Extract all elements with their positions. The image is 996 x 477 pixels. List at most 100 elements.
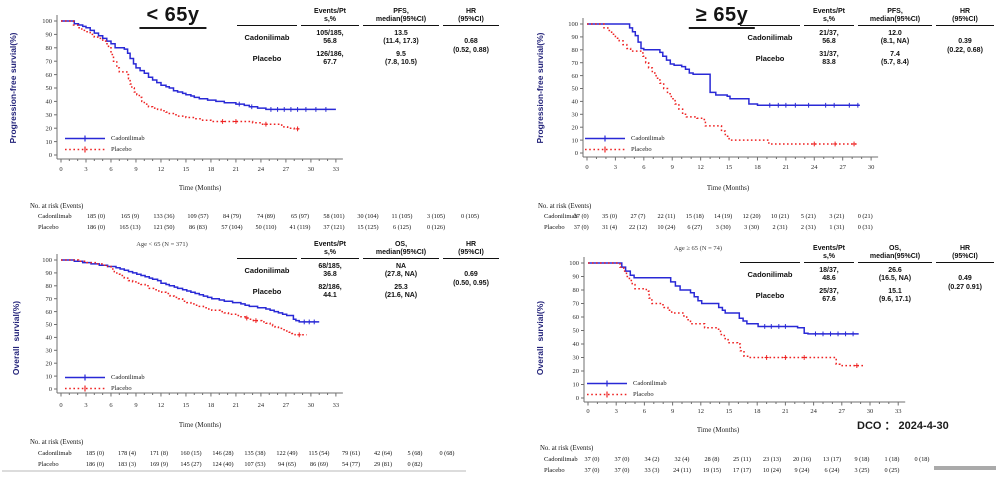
svg-text:24: 24 [810, 408, 817, 415]
panel-os-over65: 0 10 20 30 40 50 60 70 80 90 100 0 3 6 9 12 15 18 21 24 27 30… [500, 238, 996, 477]
risk-values-row: 185 (0) 165 (9) 133 (36) 109 (57) 84 (79) 74 … [0, 213, 500, 223]
risk-values-row: 37 (0) 35 (0) 27 (7) 22 (11) 15 (18) 14 (19) 1… [500, 213, 996, 223]
svg-text:6: 6 [643, 408, 647, 415]
risk-value: 5 (68) [407, 450, 423, 457]
risk-value: 165 (13) [119, 224, 141, 231]
risk-value: 12 (20) [742, 213, 761, 220]
svg-text:80: 80 [573, 287, 580, 294]
svg-text:20: 20 [46, 360, 53, 367]
risk-value: 37 (0) [614, 467, 630, 474]
risk-value: 2 (31) [800, 224, 816, 231]
risk-value: 145 (27) [180, 461, 202, 468]
svg-text:70: 70 [573, 301, 580, 308]
risk-values-row: 186 (0) 183 (3) 169 (9) 145 (27) 124 (40) 107… [0, 461, 500, 471]
age-group-title: < 65y [139, 4, 207, 29]
svg-text:50: 50 [46, 322, 53, 329]
y-axis-label: Progression-free survial(%) [535, 32, 545, 144]
hr-cell: 0.68 (0.52, 0.88) [453, 38, 489, 54]
risk-values-row: 37 (0) 37 (0) 34 (2) 32 (4) 28 (8) 25 (11) 23 … [500, 456, 996, 466]
risk-value: 19 (15) [702, 467, 722, 474]
risk-value: 5 (21) [800, 213, 816, 220]
events-header: Events/Pt s,% [804, 8, 854, 27]
legend-item-cadonilimab: Cadonilimab [586, 378, 667, 389]
median-header: PFS, median(95%CI) [858, 8, 932, 27]
legend: Cadonilimab Placebo [64, 372, 145, 394]
legend-label-placebo: Placebo [631, 146, 652, 153]
risk-value: 0 (105) [460, 213, 480, 220]
svg-text:50: 50 [573, 328, 580, 335]
panel-os-under65: 0 10 20 30 40 50 60 70 80 90 100 0 3 6 9 12 15 18 21 24 27 30… [0, 238, 500, 477]
results-table-corner [740, 8, 800, 27]
risk-value: 37 (0) [573, 213, 589, 220]
risk-value: 10 (24) [657, 224, 676, 231]
risk-value: 3 (21) [829, 213, 845, 220]
svg-text:10: 10 [573, 382, 580, 389]
risk-value: 30 (104) [357, 213, 379, 220]
risk-value: 94 (65) [277, 461, 297, 468]
risk-value: 74 (89) [256, 213, 276, 220]
hr-header: HR (95%CI) [443, 8, 499, 27]
risk-value: 32 (4) [674, 456, 690, 463]
age-group-title: ≥ 65y [688, 4, 756, 29]
risk-value: 11 (105) [391, 213, 413, 220]
svg-text:60: 60 [46, 72, 53, 79]
svg-text:21: 21 [233, 402, 240, 409]
svg-text:9: 9 [671, 164, 674, 171]
legend-label-cadonilimab: Cadonilimab [111, 374, 145, 381]
hr-header: HR (95%CI) [936, 245, 994, 264]
risk-value: 185 (0) [86, 213, 106, 220]
legend-label-cadonilimab: Cadonilimab [111, 135, 145, 142]
risk-group-placebo: Placebo [544, 467, 565, 474]
svg-text:0: 0 [59, 166, 62, 173]
risk-value: 10 (21) [770, 213, 790, 220]
svg-text:10: 10 [572, 137, 579, 144]
svg-text:50: 50 [46, 85, 53, 92]
risk-value: 0 (18) [914, 456, 930, 463]
risk-value: 25 (11) [733, 456, 751, 463]
risk-value: 34 (2) [644, 456, 660, 463]
svg-text:10: 10 [46, 139, 53, 146]
risk-group-placebo: Placebo [38, 461, 59, 468]
svg-text:30: 30 [46, 348, 53, 355]
risk-group-cadonilimab: Cadonilimab [38, 450, 72, 457]
risk-value: 115 (54) [308, 450, 330, 457]
risk-value: 183 (3) [117, 461, 137, 468]
results-table-corner [740, 245, 800, 264]
svg-text:27: 27 [283, 166, 290, 173]
events-cell: 31/37, 83.8 [819, 50, 839, 67]
median-header: OS, median(95%CI) [858, 245, 932, 264]
risk-table-header: No. at risk (Events) [30, 203, 84, 210]
risk-value: 15 (18) [685, 213, 704, 220]
os-under65-plot: 0 10 20 30 40 50 60 70 80 90 100 0 3 6 9 12 15 18 21 24 27 30… [42, 254, 343, 429]
svg-text:70: 70 [572, 60, 579, 67]
risk-value: 6 (125) [392, 224, 412, 231]
svg-text:9: 9 [671, 408, 674, 415]
pfs-under65-plot: 0 10 20 30 40 50 60 70 80 90 100 0 3 6 9 12 15 18 21 24 27 30… [42, 15, 343, 192]
cadonilimab-line-icon [65, 374, 105, 381]
group-label-placebo: Placebo [252, 287, 282, 297]
svg-text:27: 27 [839, 408, 846, 415]
risk-value: 50 (110) [255, 224, 277, 231]
risk-value: 9 (18) [854, 456, 870, 463]
svg-text:18: 18 [208, 166, 215, 173]
legend-label-placebo: Placebo [111, 146, 132, 153]
svg-text:30: 30 [308, 166, 315, 173]
group-label-cadonilimab: Cadonilimab [244, 266, 290, 276]
legend-item-placebo: Placebo [586, 389, 667, 400]
age-group-subtitle: Age ≥ 65 (N = 74) [673, 245, 723, 252]
risk-group-placebo: Placebo [544, 224, 565, 231]
svg-text:12: 12 [697, 164, 704, 171]
svg-text:18: 18 [208, 402, 215, 409]
events-cell: 21/37, 56.8 [819, 30, 839, 46]
panel-pfs-over65: 0 10 20 30 40 50 60 70 80 90 100 0 3 6 9 12 15 18 21 24 27 30… [500, 0, 996, 238]
group-label-placebo: Placebo [252, 54, 282, 64]
svg-text:24: 24 [258, 402, 265, 409]
risk-value: 165 (9) [120, 213, 140, 220]
svg-text:12: 12 [698, 408, 705, 415]
risk-value: 0 (68) [439, 450, 455, 457]
risk-value: 0 (82) [407, 461, 423, 468]
results-table: Events/Pt s,% PFS, median(95%CI) HR (95%… [740, 8, 994, 68]
placebo-line-icon [585, 146, 625, 153]
legend-item-cadonilimab: Cadonilimab [584, 133, 665, 144]
svg-text:50: 50 [572, 86, 579, 93]
